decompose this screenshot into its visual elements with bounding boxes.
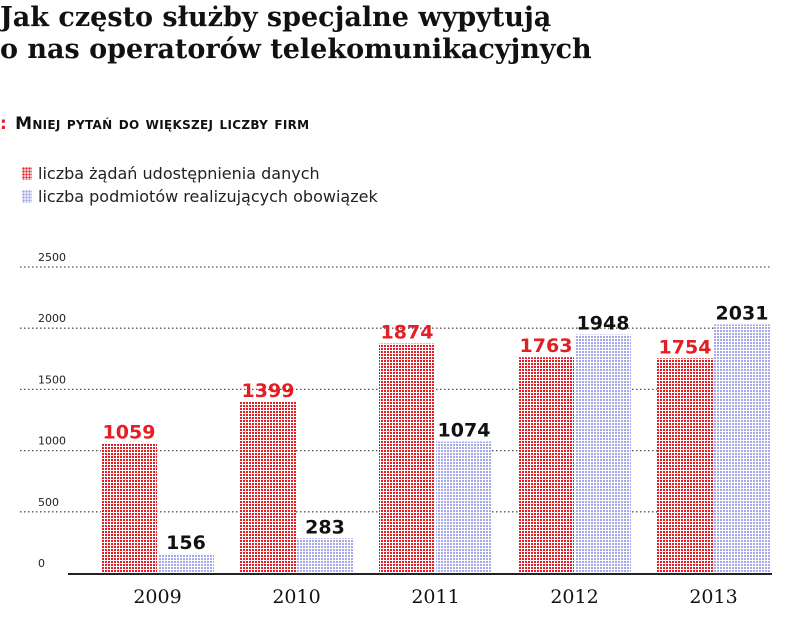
- value-label-requests: 1763: [520, 335, 573, 357]
- value-label-entities: 1074: [438, 420, 491, 442]
- legend-label-requests: liczba żądań udostępnienia danych: [38, 164, 320, 183]
- chart-title-line-2: o nas operatorów telekomunikacyjnych: [0, 34, 592, 65]
- x-tick-label: 2012: [550, 586, 598, 608]
- x-tick-label: 2011: [411, 586, 459, 608]
- value-label-requests: 1754: [659, 336, 712, 358]
- legend-label-entities: liczba podmiotów realizujących obowiązek: [38, 187, 378, 206]
- y-tick-label: 0: [38, 557, 45, 570]
- bar-requests: [240, 401, 296, 573]
- bar-requests: [101, 443, 157, 573]
- value-label-requests: 1399: [242, 380, 295, 402]
- chart-title: Jak często służby specjalne wypytują o n…: [0, 2, 800, 66]
- bar-entities: [158, 553, 214, 573]
- value-label-requests: 1059: [103, 421, 156, 443]
- y-tick-label: 2000: [38, 312, 66, 325]
- value-label-entities: 283: [305, 516, 345, 538]
- bar-entities: [297, 538, 353, 573]
- legend-swatch-requests: [22, 167, 32, 180]
- chart-subtitle-row: : Mniej pytań do większej liczby firm: [0, 114, 309, 134]
- x-tick-label: 2013: [689, 586, 737, 608]
- legend-item-requests: liczba żądań udostępnienia danych: [22, 162, 378, 185]
- value-label-requests: 1874: [381, 322, 434, 344]
- bar-requests: [379, 343, 435, 573]
- value-label-entities: 156: [166, 532, 206, 554]
- y-tick-label: 500: [38, 496, 59, 509]
- y-tick-label: 1500: [38, 373, 66, 386]
- value-label-entities: 2031: [716, 302, 769, 324]
- bar-requests: [657, 358, 713, 573]
- bar-entities: [714, 324, 770, 573]
- y-tick-label: 1000: [38, 435, 66, 448]
- bar-entities: [436, 441, 492, 573]
- value-label-entities: 1948: [577, 313, 630, 335]
- subtitle-marker-icon: :: [0, 114, 8, 134]
- x-tick-label: 2009: [133, 586, 181, 608]
- bars: [101, 324, 770, 573]
- legend-swatch-entities: [22, 190, 32, 203]
- y-tick-label: 2500: [38, 251, 66, 264]
- chart-title-line-1: Jak często służby specjalne wypytują: [0, 2, 552, 33]
- bar-requests: [518, 357, 574, 573]
- x-axis: 2009 2010 2011 2012 2013: [68, 573, 772, 608]
- legend: liczba żądań udostępnienia danych liczba…: [22, 162, 378, 208]
- chart-subtitle: Mniej pytań do większej liczby firm: [15, 114, 310, 134]
- x-tick-label: 2010: [272, 586, 320, 608]
- legend-item-entities: liczba podmiotów realizujących obowiązek: [22, 185, 378, 208]
- bar-entities: [575, 334, 631, 573]
